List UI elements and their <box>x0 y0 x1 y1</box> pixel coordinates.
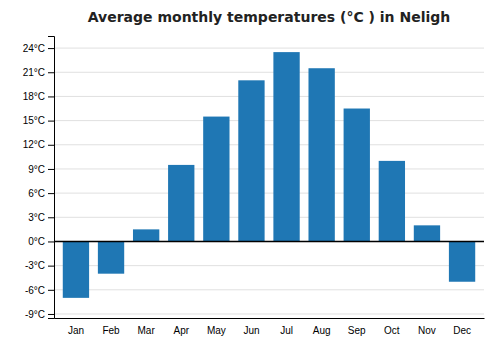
x-tick-label: Mar <box>138 325 156 336</box>
y-tick-label: 15°C <box>23 115 45 126</box>
y-tick-label: 24°C <box>23 43 45 54</box>
y-tick: -3°C <box>25 260 54 271</box>
y-tick: -6°C <box>25 285 54 296</box>
x-tick-label: Aug <box>313 325 331 336</box>
y-tick: 9°C <box>28 164 54 175</box>
y-tick-mark <box>48 217 54 218</box>
bar <box>414 225 440 241</box>
y-tick-mark <box>48 314 54 315</box>
y-tick-mark <box>48 48 54 49</box>
bar <box>379 161 405 242</box>
x-tick: Jun <box>243 325 259 336</box>
y-tick-label: 18°C <box>23 91 45 102</box>
x-tick: Sep <box>348 325 366 336</box>
y-tick: -9°C <box>25 309 54 320</box>
y-tick: 24°C <box>23 43 54 54</box>
y-tick-label: 21°C <box>23 67 45 78</box>
x-tick-label: Dec <box>453 325 471 336</box>
y-axis-line <box>48 37 55 319</box>
x-tick: Jul <box>280 325 293 336</box>
bar <box>344 109 370 242</box>
y-tick-mark <box>48 72 54 73</box>
grid-line <box>54 217 484 218</box>
y-tick-label: -3°C <box>25 260 45 271</box>
bar <box>449 241 475 281</box>
zero-line <box>54 241 484 243</box>
bar <box>63 241 89 297</box>
y-tick-label: 12°C <box>23 139 45 150</box>
x-tick: Aug <box>313 325 331 336</box>
grid-line <box>54 241 484 242</box>
y-tick: 3°C <box>28 212 54 223</box>
y-axis: -9°C -6°C -3°C 0°C 3°C 6°C 9°C 12°C 15°C 18°C 21°C… <box>23 37 55 320</box>
y-tick: 15°C <box>23 115 54 126</box>
bar <box>273 52 299 241</box>
bar <box>98 241 124 273</box>
y-tick: 6°C <box>28 188 54 199</box>
y-tick-label: 3°C <box>28 212 45 223</box>
grid-line <box>54 289 484 290</box>
x-tick-label: Jul <box>280 325 293 336</box>
y-tick-mark <box>48 96 54 97</box>
y-tick-mark <box>48 290 54 291</box>
y-tick-mark <box>48 193 54 194</box>
bars <box>54 52 484 298</box>
y-tick-mark <box>48 121 54 122</box>
title: Average monthly temperatures (°C ) in Ne… <box>88 9 451 25</box>
x-tick: May <box>207 325 226 336</box>
bar <box>238 80 264 241</box>
x-tick-label: Nov <box>418 325 436 336</box>
y-tick-label: -9°C <box>25 309 45 320</box>
grid-line <box>54 72 484 73</box>
y-tick-label: 9°C <box>28 164 45 175</box>
y-tick: 18°C <box>23 91 54 102</box>
y-tick-mark <box>48 241 54 242</box>
y-tick-label: -6°C <box>25 285 45 296</box>
grid-line <box>54 193 484 194</box>
x-tick-label: Oct <box>384 325 400 336</box>
x-tick: Jan <box>68 325 84 336</box>
bar <box>308 68 334 241</box>
x-tick: Apr <box>173 325 189 336</box>
plot: -9°C -6°C -3°C 0°C 3°C 6°C 9°C 12°C 15°C 18°C 21°C… <box>23 37 485 337</box>
y-tick: 21°C <box>23 67 54 78</box>
grid-line <box>54 168 484 169</box>
grid-line <box>54 120 484 121</box>
x-tick: Oct <box>384 325 400 336</box>
bar <box>168 165 194 242</box>
x-tick-label: Jun <box>243 325 259 336</box>
y-tick-mark <box>48 266 54 267</box>
grid <box>54 48 484 314</box>
y-tick-label: 0°C <box>28 236 45 247</box>
x-tick-label: Jan <box>68 325 84 336</box>
chart: -9°C -6°C -3°C 0°C 3°C 6°C 9°C 12°C 15°C 18°C 21°C… <box>0 0 500 350</box>
x-tick: Feb <box>102 325 120 336</box>
x-tick-label: Feb <box>102 325 120 336</box>
x-tick: Dec <box>453 325 471 336</box>
x-axis-line <box>55 318 485 319</box>
grid-line <box>54 96 484 97</box>
y-tick-mark <box>48 169 54 170</box>
y-tick-label: 6°C <box>28 188 45 199</box>
bar <box>133 229 159 241</box>
x-tick: Nov <box>418 325 436 336</box>
x-tick: Mar <box>138 325 156 336</box>
grid-line <box>54 313 484 314</box>
x-tick-label: Sep <box>348 325 366 336</box>
y-tick: 0°C <box>28 236 54 247</box>
y-tick: 12°C <box>23 139 54 150</box>
grid-line <box>54 48 484 49</box>
x-tick-label: May <box>207 325 226 336</box>
bar <box>203 117 229 242</box>
x-axis: Jan Feb Mar Apr May Jun Jul Aug Sep Oct Nov Dec <box>55 319 485 337</box>
y-tick-mark <box>48 145 54 146</box>
x-tick-label: Apr <box>173 325 189 336</box>
grid-line <box>54 144 484 145</box>
